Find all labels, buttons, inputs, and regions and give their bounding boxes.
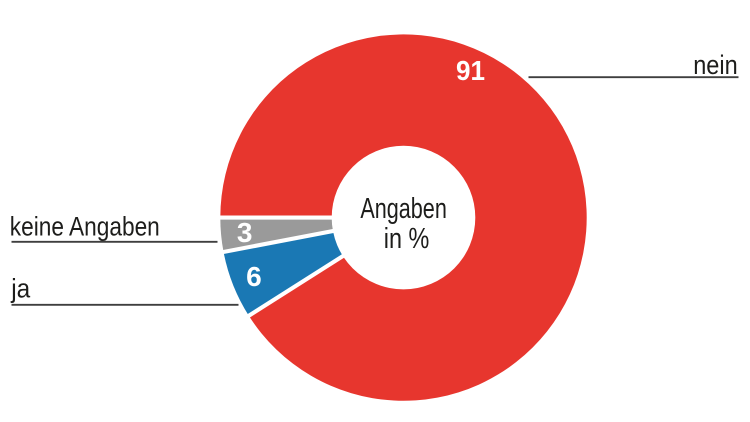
svg-text:Angaben: Angaben	[360, 193, 447, 225]
svg-text:91: 91	[456, 55, 485, 86]
svg-text:6: 6	[246, 261, 262, 292]
svg-text:3: 3	[237, 217, 253, 248]
svg-text:in %: in %	[384, 223, 430, 255]
svg-text:keine Angaben: keine Angaben	[10, 211, 160, 241]
svg-text:nein: nein	[693, 50, 738, 80]
svg-text:ja: ja	[10, 274, 30, 304]
